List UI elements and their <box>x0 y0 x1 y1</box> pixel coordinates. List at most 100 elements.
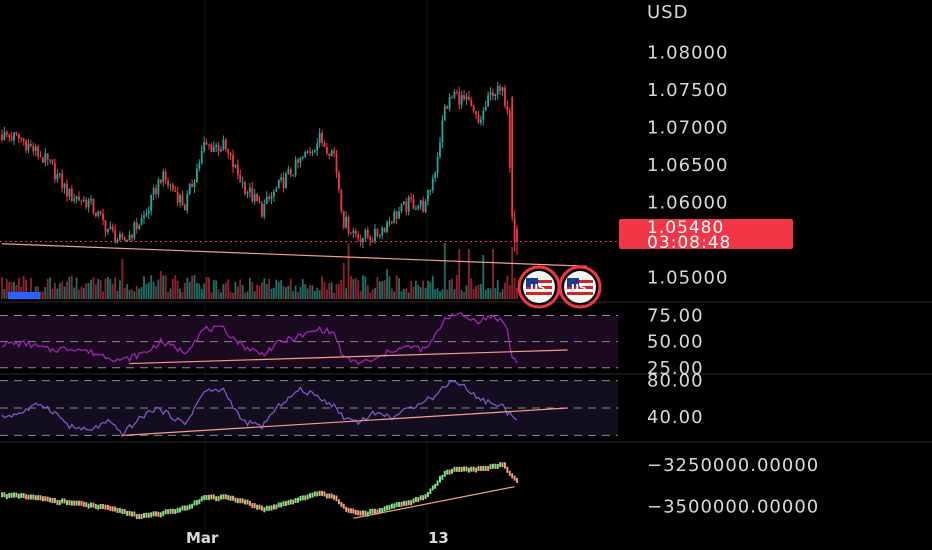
candle-body[interactable] <box>198 163 201 169</box>
candle-body[interactable] <box>487 95 490 107</box>
candle-body[interactable] <box>138 225 141 229</box>
candle-body[interactable] <box>217 145 220 152</box>
candle-body[interactable] <box>381 227 384 236</box>
candle-body[interactable] <box>135 222 138 229</box>
candle-body[interactable] <box>162 171 165 183</box>
candle-body[interactable] <box>3 131 6 140</box>
rsi-trendline[interactable] <box>129 349 568 365</box>
candle-body[interactable] <box>203 142 206 152</box>
candle-body[interactable] <box>294 159 297 175</box>
candle-body[interactable] <box>285 173 287 188</box>
candle-body[interactable] <box>145 213 148 216</box>
candle-body[interactable] <box>1 135 3 140</box>
candle-body[interactable] <box>354 230 357 234</box>
candle-body[interactable] <box>304 151 307 157</box>
candle-body[interactable] <box>5 131 8 135</box>
candle-body[interactable] <box>453 91 456 98</box>
candle-body[interactable] <box>82 199 85 202</box>
candle-body[interactable] <box>114 230 117 243</box>
candle-body[interactable] <box>366 229 369 237</box>
candle-body[interactable] <box>27 143 30 151</box>
candle-body[interactable] <box>90 198 92 201</box>
candle-body[interactable] <box>270 196 273 200</box>
candle-body[interactable] <box>56 174 59 180</box>
candle-body[interactable] <box>265 196 268 205</box>
us-flag-icon[interactable]: US <box>558 265 602 309</box>
us-flag-icon[interactable]: US <box>517 265 561 309</box>
candle-body[interactable] <box>395 211 398 219</box>
candle-body[interactable] <box>268 196 271 200</box>
candle-body[interactable] <box>155 188 157 195</box>
candle-body[interactable] <box>501 87 504 91</box>
candle-body[interactable] <box>191 184 194 188</box>
candle-body[interactable] <box>54 163 56 180</box>
candle-body[interactable] <box>499 85 502 91</box>
candle-body[interactable] <box>46 153 49 160</box>
candle-body[interactable] <box>309 151 311 153</box>
candle-body[interactable] <box>364 229 367 238</box>
candle-body[interactable] <box>508 110 511 168</box>
candle-body[interactable] <box>417 205 420 209</box>
candle-body[interactable] <box>210 144 213 152</box>
candle-body[interactable] <box>316 143 319 151</box>
last-price-tag[interactable]: 1.05480 03:08:48 <box>619 218 793 253</box>
candle-body[interactable] <box>415 208 417 210</box>
candle-body[interactable] <box>383 227 386 233</box>
candle-body[interactable] <box>73 199 76 201</box>
candle-body[interactable] <box>220 149 222 152</box>
candle-body[interactable] <box>388 222 391 224</box>
candle-body[interactable] <box>422 200 425 212</box>
candle-body[interactable] <box>482 110 485 120</box>
candle-body[interactable] <box>492 92 494 96</box>
candle-body[interactable] <box>424 201 427 212</box>
candle-body[interactable] <box>128 234 131 240</box>
event-badges[interactable]: US US <box>517 265 602 309</box>
candle-body[interactable] <box>20 138 23 140</box>
candle-body[interactable] <box>407 197 410 212</box>
candle-body[interactable] <box>260 202 263 217</box>
candle-body[interactable] <box>455 91 458 93</box>
candle-body[interactable] <box>200 151 203 164</box>
candle-body[interactable] <box>273 191 275 197</box>
candle-body[interactable] <box>289 169 292 176</box>
candle-body[interactable] <box>143 215 145 218</box>
candle-body[interactable] <box>246 192 249 194</box>
candle-body[interactable] <box>390 222 393 224</box>
candle-body[interactable] <box>321 132 323 143</box>
candle-body[interactable] <box>393 211 396 223</box>
candle-body[interactable] <box>335 153 338 173</box>
candle-body[interactable] <box>37 146 40 157</box>
candle-body[interactable] <box>70 188 73 201</box>
candle-body[interactable] <box>8 134 11 138</box>
candle-body[interactable] <box>287 169 290 174</box>
candle-body[interactable] <box>41 157 44 163</box>
candle-body[interactable] <box>436 156 439 173</box>
candle-body[interactable] <box>78 196 80 201</box>
candle-body[interactable] <box>489 92 492 96</box>
candle-body[interactable] <box>61 173 64 188</box>
candle-body[interactable] <box>506 105 509 111</box>
candle-body[interactable] <box>253 194 256 202</box>
candle-body[interactable] <box>516 228 518 242</box>
candle-body[interactable] <box>357 233 360 239</box>
candle-body[interactable] <box>277 180 280 189</box>
support-trendline[interactable] <box>1 243 587 267</box>
candle-body[interactable] <box>412 198 415 209</box>
candle-body[interactable] <box>400 204 403 212</box>
candle-body[interactable] <box>496 85 499 95</box>
candle-body[interactable] <box>248 187 251 193</box>
candle-body[interactable] <box>504 87 506 106</box>
candle-body[interactable] <box>123 237 126 242</box>
candle-body[interactable] <box>448 96 451 109</box>
candle-body[interactable] <box>150 194 153 211</box>
candle-body[interactable] <box>463 95 465 100</box>
candle-body[interactable] <box>68 188 71 197</box>
candle-body[interactable] <box>301 156 304 158</box>
candle-body[interactable] <box>196 168 198 183</box>
candle-body[interactable] <box>87 200 90 208</box>
candle-body[interactable] <box>465 96 468 100</box>
candle-body[interactable] <box>212 146 215 152</box>
candle-body[interactable] <box>446 106 449 109</box>
candle-body[interactable] <box>251 187 254 202</box>
candle-body[interactable] <box>311 151 314 153</box>
